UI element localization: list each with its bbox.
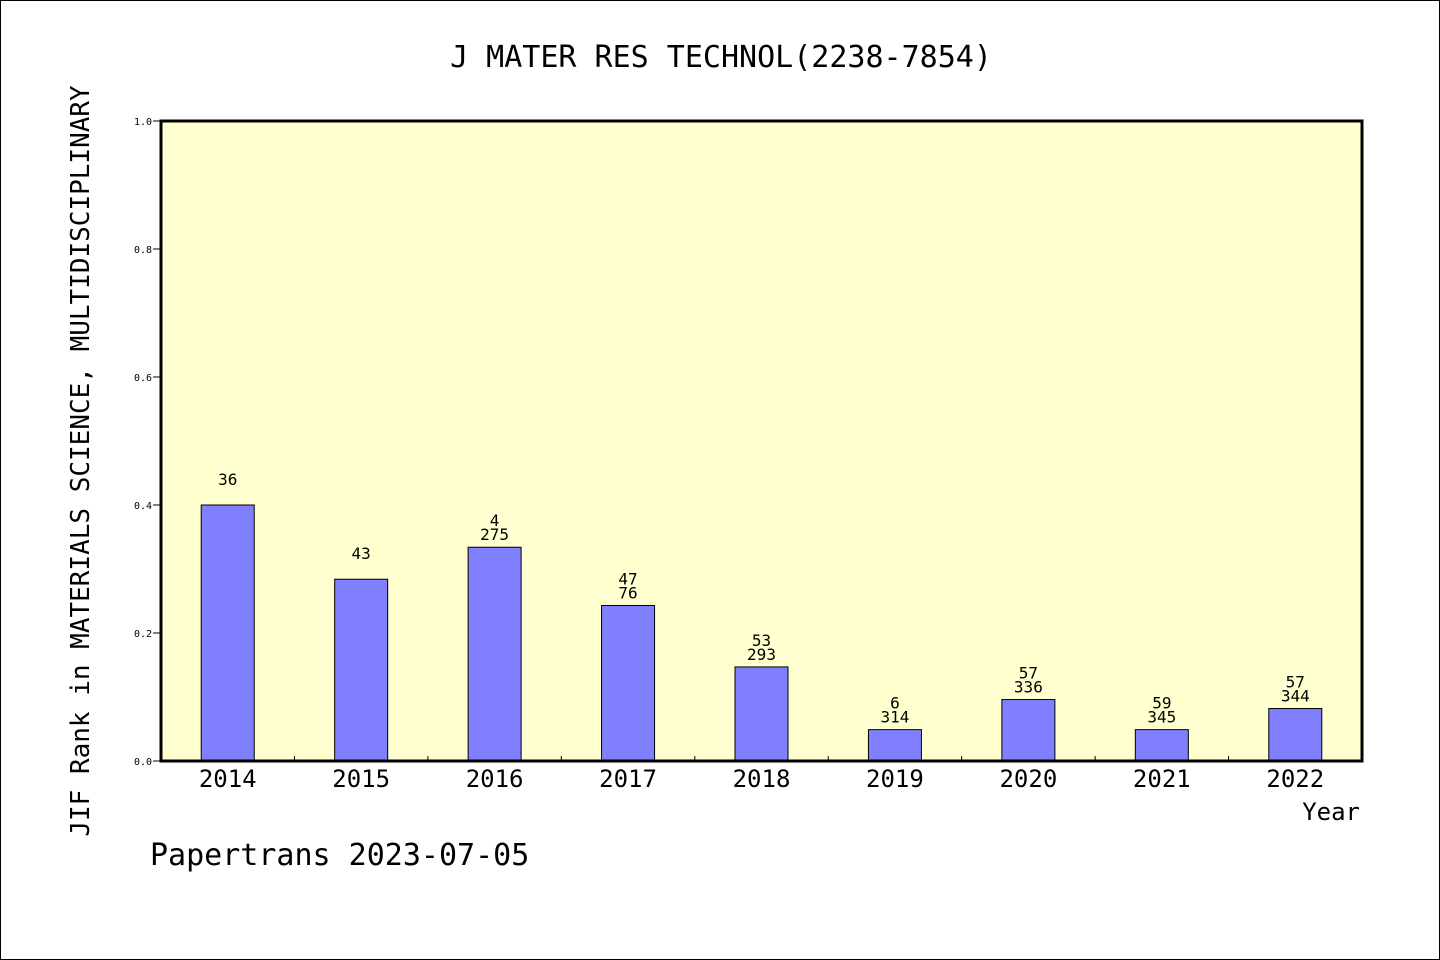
y-tick-label: 0.8 xyxy=(134,245,152,256)
y-tick-label: 1.0 xyxy=(134,117,152,128)
y-tick-label: 0.6 xyxy=(134,373,152,384)
x-tick-label: 2018 xyxy=(733,765,791,793)
chart-title: J MATER RES TECHNOL(2238-7854) xyxy=(450,40,992,75)
data-label: 47 xyxy=(618,569,637,588)
data-label: 4 xyxy=(490,511,500,530)
bar-2020 xyxy=(1001,699,1056,762)
x-tick-label: 2017 xyxy=(599,765,657,793)
data-label: 314 xyxy=(880,708,909,727)
x-tick-label: 2022 xyxy=(1266,765,1324,793)
bar-2014 xyxy=(200,504,255,762)
y-axis-label: JIF Rank in MATERIALS SCIENCE, MULTIDISC… xyxy=(66,85,96,837)
bar-2021 xyxy=(1134,729,1189,762)
data-label: 57 xyxy=(1019,664,1038,683)
bar-2016 xyxy=(467,546,522,762)
x-tick-label: 2021 xyxy=(1133,765,1191,793)
data-label: 43 xyxy=(352,544,371,563)
y-tick-label: 0.2 xyxy=(134,629,152,640)
data-label: 59 xyxy=(1152,694,1171,713)
y-tick-label: 0.0 xyxy=(134,757,152,768)
y-tick-label: 0.4 xyxy=(134,501,152,512)
x-tick-label: 2016 xyxy=(466,765,524,793)
data-label: 57 xyxy=(1286,673,1305,692)
data-label: 344 xyxy=(1281,687,1310,706)
x-tick-label: 2014 xyxy=(199,765,257,793)
bar-2018 xyxy=(734,666,789,762)
bar-2017 xyxy=(601,604,656,762)
data-label: 53 xyxy=(752,631,771,650)
bar-2015 xyxy=(334,578,389,762)
data-label: 275 xyxy=(480,525,509,544)
plot-border xyxy=(159,119,1364,763)
bar-2022 xyxy=(1268,708,1323,762)
data-label: 6 xyxy=(890,694,900,713)
data-label: 293 xyxy=(747,645,776,664)
data-label: 36 xyxy=(218,470,237,489)
data-label: 336 xyxy=(1014,678,1043,697)
x-axis-label: Year xyxy=(1302,798,1360,826)
data-label: 345 xyxy=(1147,708,1176,727)
footer-credit: Papertrans 2023-07-05 xyxy=(150,838,529,873)
data-label: 76 xyxy=(618,583,637,602)
ticks-layer: 0.0 0.2 0.4 0.6 0.8 1.0 2014 2015 2016 2017 2018 20… xyxy=(134,117,1324,793)
bar-2019 xyxy=(867,729,922,762)
x-tick-label: 2015 xyxy=(332,765,390,793)
x-tick-label: 2019 xyxy=(866,765,924,793)
x-tick-label: 2020 xyxy=(999,765,1057,793)
